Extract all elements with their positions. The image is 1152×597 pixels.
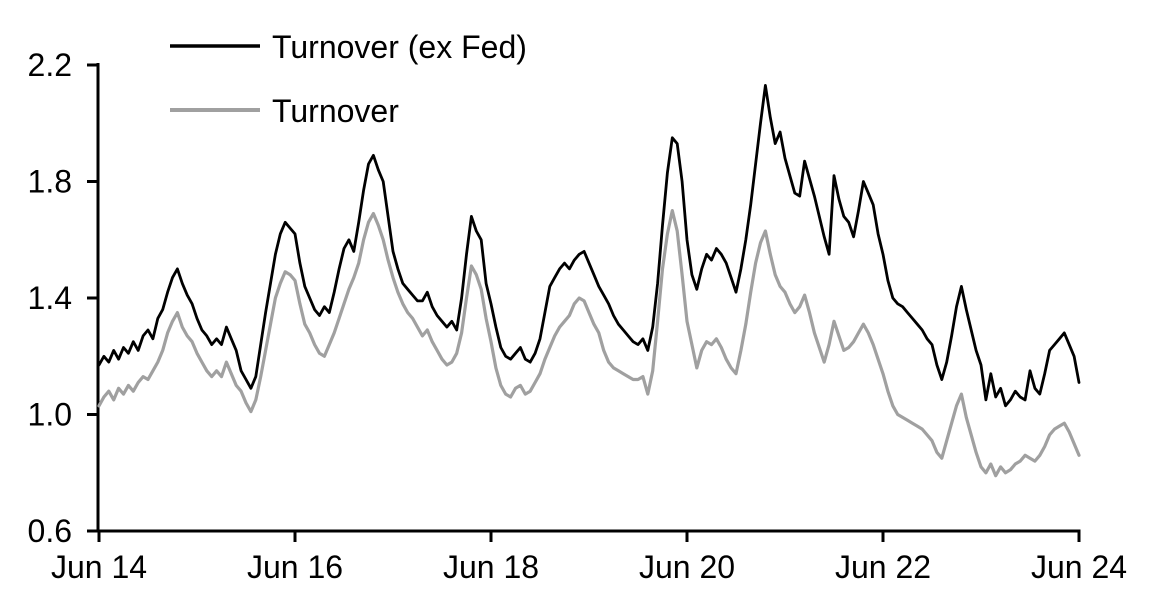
x-axis-label: Jun 22 bbox=[835, 549, 931, 585]
legend: Turnover (ex Fed) Turnover bbox=[170, 29, 527, 129]
legend-label-turnover-ex-fed: Turnover (ex Fed) bbox=[272, 29, 527, 65]
x-axis-label: Jun 20 bbox=[639, 549, 735, 585]
y-axis-label: 1.4 bbox=[28, 280, 72, 316]
series-line-turnover-ex-fed bbox=[97, 84, 1081, 408]
x-axis-label: Jun 24 bbox=[1031, 549, 1127, 585]
y-axis-label: 2.2 bbox=[28, 47, 72, 83]
x-axis-label: Jun 14 bbox=[51, 549, 147, 585]
x-axis-label: Jun 18 bbox=[443, 549, 539, 585]
axis-lines bbox=[96, 63, 1081, 533]
legend-label-turnover: Turnover bbox=[272, 93, 399, 129]
series-line-turnover bbox=[97, 209, 1081, 478]
plot-area: 0.6 1.0 1.4 1.8 2.2 Jun 14 Jun 16 Jun 18 Jun 20 J… bbox=[28, 47, 1128, 585]
y-axis-label: 0.6 bbox=[28, 513, 72, 549]
y-axis-label: 1.8 bbox=[28, 164, 72, 200]
x-axis-label: Jun 16 bbox=[247, 549, 343, 585]
y-axis-label: 1.0 bbox=[28, 397, 72, 433]
